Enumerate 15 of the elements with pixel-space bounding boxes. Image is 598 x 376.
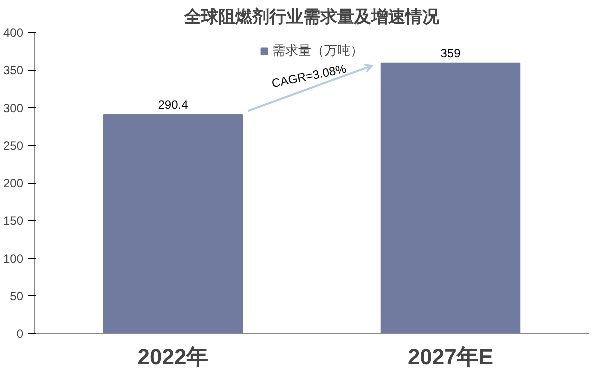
y-tick-label: 400: [3, 26, 24, 40]
chart-title: 全球阻燃剂行业需求量及增速情况: [184, 8, 440, 28]
legend-label: 需求量（万吨）: [272, 42, 364, 60]
y-tick-label: 0: [16, 327, 24, 341]
x-tick-label: 2027年E: [408, 344, 494, 370]
x-tick-label: 2022年: [138, 344, 209, 370]
y-tick-label: 250: [3, 138, 24, 153]
y-tick-label: 50: [10, 289, 24, 304]
y-tick-label: 100: [3, 252, 24, 266]
y-tick-label: 200: [3, 176, 24, 190]
data-label: 359: [440, 46, 462, 60]
data-label: 290.4: [158, 98, 189, 112]
y-tick-label: 150: [3, 214, 24, 228]
y-tick-label: 350: [3, 64, 24, 78]
y-tick-label: 300: [3, 101, 24, 116]
